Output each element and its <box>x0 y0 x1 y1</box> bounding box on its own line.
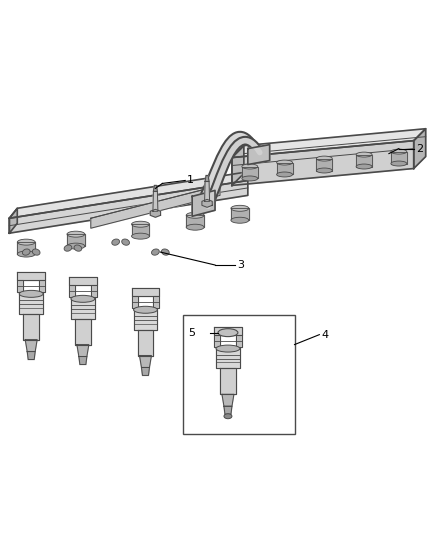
Polygon shape <box>134 308 157 330</box>
Polygon shape <box>232 129 426 158</box>
Polygon shape <box>232 141 414 185</box>
Polygon shape <box>242 166 258 179</box>
Ellipse shape <box>64 245 72 251</box>
Ellipse shape <box>186 224 204 230</box>
Ellipse shape <box>316 156 332 161</box>
Ellipse shape <box>277 172 293 177</box>
Polygon shape <box>214 327 242 335</box>
Polygon shape <box>69 277 97 285</box>
Ellipse shape <box>32 249 40 255</box>
Ellipse shape <box>134 306 157 313</box>
Ellipse shape <box>162 249 169 255</box>
Polygon shape <box>391 151 407 164</box>
Polygon shape <box>17 280 23 292</box>
Ellipse shape <box>17 251 35 257</box>
Polygon shape <box>25 340 37 352</box>
Ellipse shape <box>19 290 43 297</box>
Ellipse shape <box>277 160 293 165</box>
Polygon shape <box>202 199 212 207</box>
Polygon shape <box>356 155 372 166</box>
Ellipse shape <box>17 239 35 245</box>
Ellipse shape <box>71 295 95 302</box>
Polygon shape <box>23 314 39 340</box>
Ellipse shape <box>112 239 120 245</box>
Ellipse shape <box>356 164 372 169</box>
Polygon shape <box>150 209 161 217</box>
Ellipse shape <box>152 249 159 255</box>
Polygon shape <box>69 285 75 297</box>
Polygon shape <box>77 345 89 357</box>
Text: 4: 4 <box>321 329 328 340</box>
Ellipse shape <box>186 212 204 218</box>
Polygon shape <box>192 190 215 216</box>
Polygon shape <box>186 215 204 227</box>
Ellipse shape <box>131 221 149 227</box>
Polygon shape <box>19 292 43 314</box>
Polygon shape <box>222 394 234 406</box>
Polygon shape <box>27 352 35 360</box>
Ellipse shape <box>218 329 238 337</box>
Polygon shape <box>9 171 256 218</box>
Polygon shape <box>153 191 158 211</box>
Ellipse shape <box>391 161 407 166</box>
Polygon shape <box>131 296 138 308</box>
Polygon shape <box>205 181 209 201</box>
Polygon shape <box>414 129 426 168</box>
Polygon shape <box>205 175 209 181</box>
Polygon shape <box>141 367 149 375</box>
Polygon shape <box>131 288 159 296</box>
Ellipse shape <box>74 245 82 251</box>
Polygon shape <box>277 163 293 174</box>
Polygon shape <box>153 185 157 191</box>
Ellipse shape <box>242 176 258 181</box>
Ellipse shape <box>391 149 407 154</box>
Polygon shape <box>9 208 17 233</box>
Ellipse shape <box>22 249 30 255</box>
Ellipse shape <box>67 243 85 249</box>
Ellipse shape <box>67 231 85 237</box>
Ellipse shape <box>242 164 258 169</box>
Ellipse shape <box>231 205 249 211</box>
Polygon shape <box>131 224 149 236</box>
Polygon shape <box>91 285 97 297</box>
Polygon shape <box>17 242 35 254</box>
Polygon shape <box>91 185 220 228</box>
Polygon shape <box>75 319 91 345</box>
Polygon shape <box>231 208 249 220</box>
Text: 1: 1 <box>187 175 194 185</box>
Polygon shape <box>216 346 240 368</box>
Polygon shape <box>316 158 332 171</box>
Text: 2: 2 <box>416 143 423 154</box>
Ellipse shape <box>122 239 130 245</box>
Polygon shape <box>140 356 152 367</box>
Text: 3: 3 <box>237 260 244 270</box>
Ellipse shape <box>131 233 149 239</box>
Ellipse shape <box>216 345 240 352</box>
Polygon shape <box>138 330 153 356</box>
Ellipse shape <box>231 217 249 223</box>
Text: 5: 5 <box>188 328 195 337</box>
Ellipse shape <box>316 168 332 173</box>
Ellipse shape <box>356 152 372 157</box>
Polygon shape <box>220 368 236 394</box>
Polygon shape <box>39 280 45 292</box>
Polygon shape <box>79 357 87 365</box>
Polygon shape <box>17 272 45 280</box>
Polygon shape <box>224 406 232 414</box>
Polygon shape <box>71 297 95 319</box>
Polygon shape <box>232 146 244 185</box>
Polygon shape <box>153 296 159 308</box>
Polygon shape <box>67 234 85 246</box>
Polygon shape <box>248 144 270 165</box>
Polygon shape <box>236 335 242 346</box>
Polygon shape <box>214 335 220 346</box>
Ellipse shape <box>224 414 232 419</box>
Bar <box>183 315 294 434</box>
Polygon shape <box>9 181 248 233</box>
